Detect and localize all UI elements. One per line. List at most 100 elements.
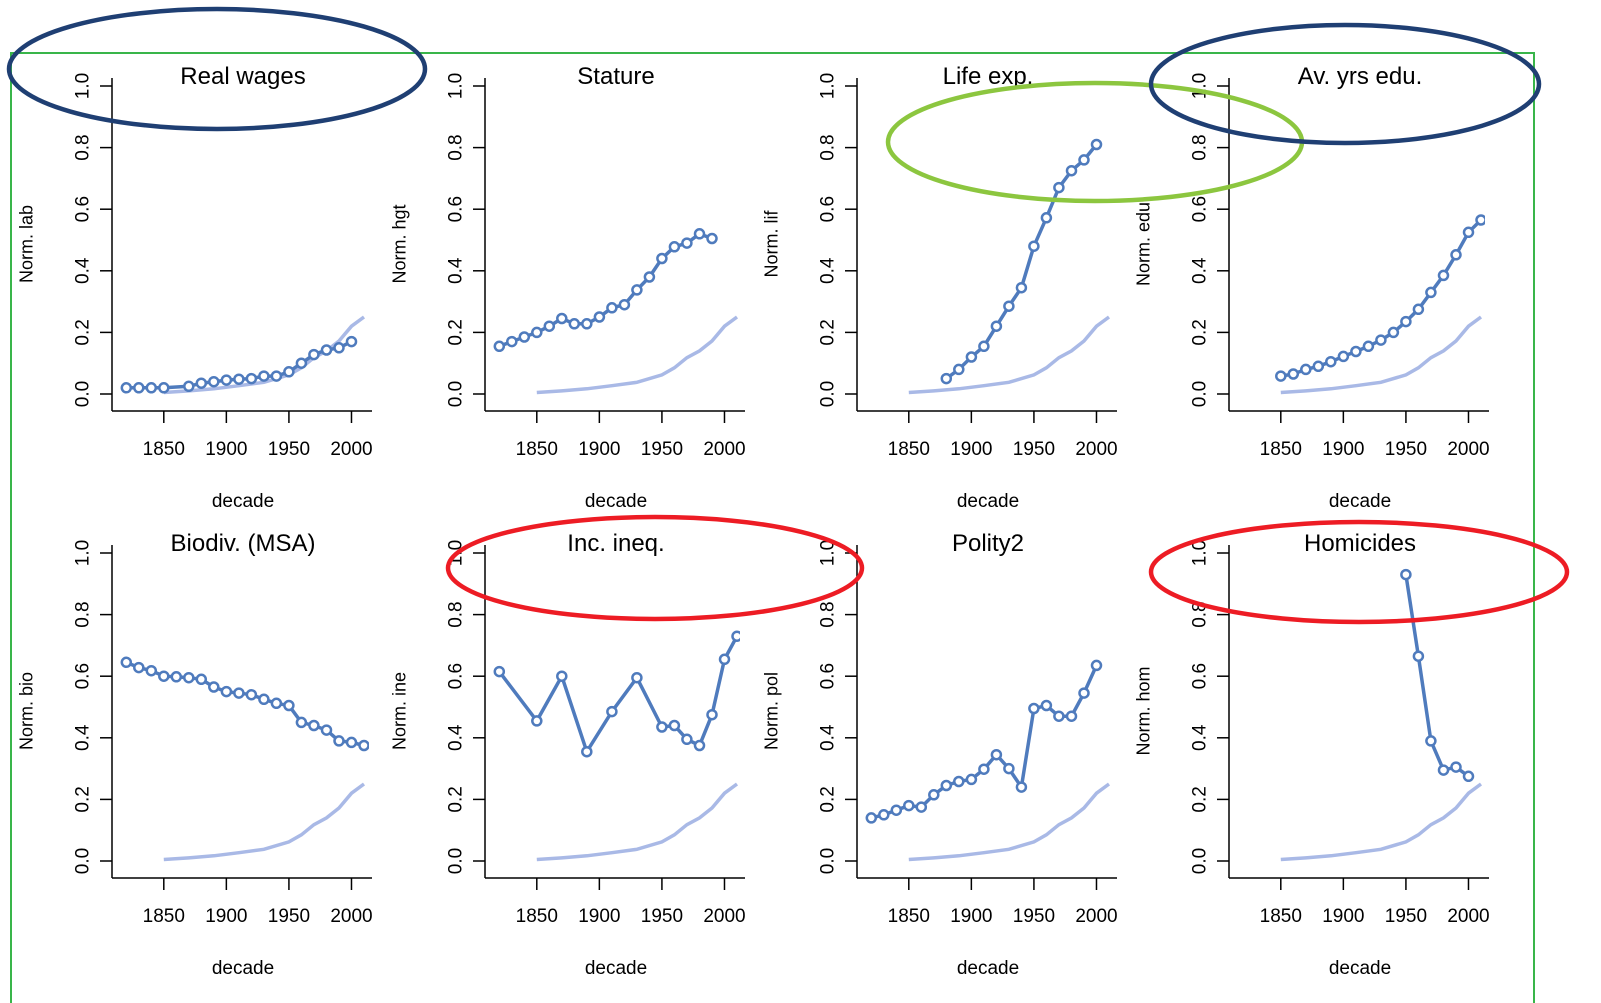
y-tick-label: 0.6 bbox=[73, 196, 94, 222]
data-point bbox=[195, 377, 208, 389]
y-tick-label: 0.6 bbox=[1190, 663, 1211, 689]
data-point bbox=[581, 745, 593, 758]
chart-title: Av. yrs edu. bbox=[1298, 63, 1423, 90]
data-point bbox=[1028, 702, 1040, 715]
reference-series-line bbox=[908, 315, 1111, 395]
data-point bbox=[681, 733, 693, 746]
data-point bbox=[208, 375, 220, 388]
data-point bbox=[183, 380, 195, 393]
y-tick-label: 0.8 bbox=[446, 601, 467, 627]
y-axis-label: Norm. hgt bbox=[389, 204, 409, 283]
data-point bbox=[1300, 363, 1312, 376]
data-point bbox=[990, 748, 1003, 761]
plot-area bbox=[493, 228, 739, 395]
data-point bbox=[656, 721, 668, 733]
y-tick-label: 1.0 bbox=[818, 540, 839, 566]
x-axis-label: decade bbox=[957, 958, 1019, 979]
y-tick-label: 0.4 bbox=[1190, 724, 1211, 751]
data-point bbox=[1078, 687, 1090, 699]
y-tick-label: 0.6 bbox=[446, 663, 467, 689]
highlight-ellipse-blue bbox=[6, 6, 428, 132]
data-point bbox=[133, 382, 145, 394]
data-point bbox=[233, 687, 245, 699]
y-tick-label: 0.0 bbox=[1190, 848, 1211, 874]
data-point bbox=[1362, 340, 1375, 353]
y-tick-label: 0.4 bbox=[73, 257, 94, 284]
data-point bbox=[718, 653, 731, 666]
data-point bbox=[183, 671, 195, 684]
x-tick-label: 2000 bbox=[703, 906, 745, 927]
y-axis-label: Norm. pol bbox=[761, 672, 781, 750]
x-tick-label: 1850 bbox=[143, 906, 185, 927]
reference-series-line bbox=[1280, 782, 1483, 862]
x-tick-label: 1900 bbox=[578, 439, 620, 460]
data-point bbox=[1287, 368, 1300, 380]
data-point bbox=[1275, 370, 1287, 382]
y-tick-label: 0.4 bbox=[73, 724, 94, 751]
data-point bbox=[295, 357, 308, 369]
data-point bbox=[333, 342, 345, 354]
data-point bbox=[940, 779, 953, 792]
x-tick-label: 1850 bbox=[888, 439, 930, 460]
data-point bbox=[145, 664, 158, 677]
data-series-line bbox=[497, 635, 739, 756]
data-point bbox=[1312, 360, 1325, 373]
plot-area bbox=[1280, 568, 1483, 862]
data-point bbox=[1412, 650, 1425, 662]
y-tick-label: 0.4 bbox=[1190, 257, 1211, 284]
data-point bbox=[1475, 214, 1485, 226]
x-tick-label: 1950 bbox=[1013, 906, 1055, 927]
data-series-line bbox=[1404, 574, 1470, 778]
data-point bbox=[1350, 345, 1362, 358]
data-point bbox=[308, 719, 320, 732]
y-tick-label: 0.2 bbox=[73, 786, 94, 812]
data-point bbox=[706, 708, 718, 721]
x-axis-label: decade bbox=[1329, 958, 1391, 979]
data-point bbox=[493, 340, 506, 353]
chart-panel-2: 0.0 0.2 0.4 0.6 0.8 1.0 1850 1900 1950 2000 Statur… bbox=[389, 63, 745, 512]
y-tick-label: 0.6 bbox=[818, 196, 839, 222]
data-point bbox=[1015, 281, 1028, 294]
data-point bbox=[1337, 350, 1350, 363]
x-tick-label: 1900 bbox=[205, 439, 247, 460]
data-series-line bbox=[945, 143, 1098, 381]
data-point bbox=[1053, 181, 1065, 194]
reference-series-line bbox=[908, 782, 1111, 862]
data-point bbox=[1375, 334, 1387, 346]
chart-title: Stature bbox=[577, 63, 654, 90]
x-tick-label: 2000 bbox=[330, 906, 372, 927]
y-tick-label: 0.2 bbox=[818, 786, 839, 812]
x-axis-label: decade bbox=[212, 491, 274, 512]
data-point bbox=[915, 801, 928, 813]
data-point bbox=[953, 775, 965, 788]
data-point bbox=[120, 382, 133, 394]
chart-title: Inc. ineq. bbox=[567, 530, 664, 557]
data-point bbox=[506, 335, 518, 348]
y-tick-label: 0.6 bbox=[818, 663, 839, 689]
y-tick-label: 1.0 bbox=[73, 540, 94, 566]
data-point bbox=[258, 370, 270, 382]
data-point bbox=[1412, 303, 1425, 316]
data-point bbox=[568, 318, 581, 330]
data-point bbox=[631, 284, 643, 296]
data-point bbox=[133, 661, 145, 674]
x-tick-label: 1950 bbox=[641, 906, 683, 927]
chart-title: Homicides bbox=[1304, 530, 1416, 557]
x-tick-label: 1950 bbox=[1385, 439, 1427, 460]
y-tick-label: 0.4 bbox=[818, 724, 839, 751]
y-axis-label: Norm. edu bbox=[1133, 202, 1153, 286]
data-point bbox=[1065, 164, 1078, 177]
data-point bbox=[606, 705, 618, 718]
data-point bbox=[543, 320, 556, 332]
data-point bbox=[220, 685, 233, 698]
chart-panel-7: 0.0 0.2 0.4 0.6 0.8 1.0 1850 1900 1950 2000 Polity… bbox=[761, 530, 1117, 979]
chart-title: Real wages bbox=[180, 63, 305, 90]
plot-area bbox=[120, 656, 369, 862]
data-point bbox=[208, 681, 220, 693]
data-point bbox=[258, 693, 270, 706]
y-tick-label: 1.0 bbox=[73, 73, 94, 99]
reference-series-line bbox=[163, 315, 366, 395]
data-point bbox=[1425, 286, 1437, 299]
y-tick-label: 0.0 bbox=[1190, 381, 1211, 407]
data-point bbox=[170, 671, 183, 683]
